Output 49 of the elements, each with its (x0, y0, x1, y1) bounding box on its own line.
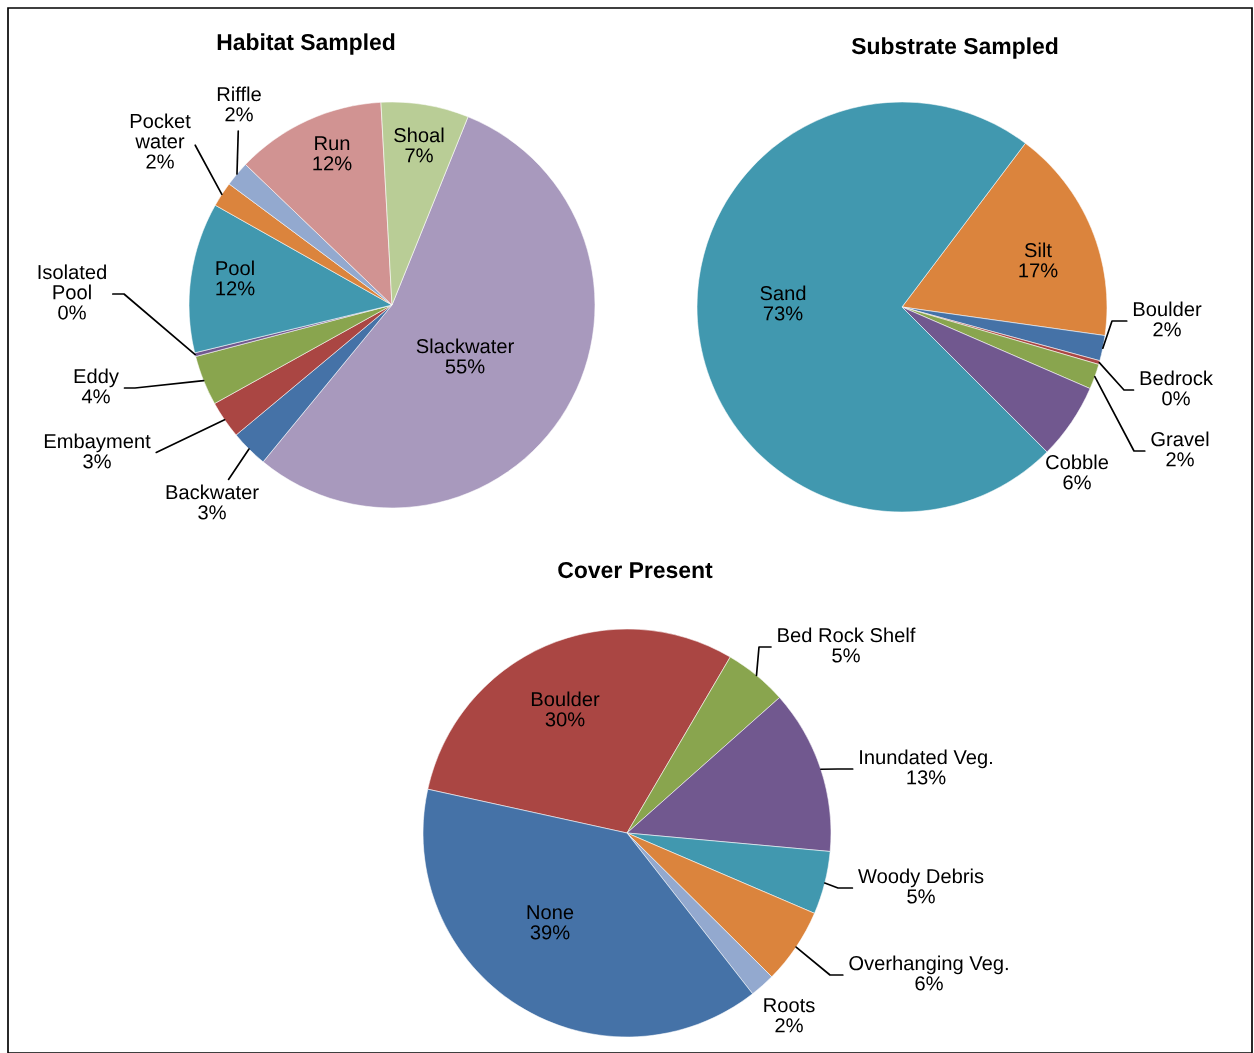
data-label: 30% (545, 712, 585, 727)
data-label: 13% (907, 770, 946, 785)
slice-label: Bedrock (1140, 370, 1213, 386)
data-label: 3% (83, 454, 111, 469)
slice-label: Run (315, 136, 350, 151)
data-label: 6% (1063, 475, 1091, 490)
data-label: 2% (225, 107, 253, 122)
slice-label: Boulder (531, 691, 600, 707)
slice-label: None (527, 905, 574, 920)
slice-label: Eddy (74, 368, 119, 388)
data-label: 3% (198, 505, 226, 520)
data-label: 17% (1019, 263, 1058, 278)
slice-label: Pool (216, 260, 254, 276)
slice-label: Isolated Pool (38, 264, 106, 300)
chart-title: Habitat Sampled (217, 33, 395, 55)
data-label: 0% (58, 305, 86, 320)
chart-title: Cover Present (558, 561, 713, 579)
data-label: 55% (445, 359, 485, 374)
slice-label: Backwater (166, 484, 259, 500)
slice-label: Shoal (394, 127, 444, 143)
slice-label: Overhanging Veg. (849, 955, 1008, 975)
slice-label: Embayment (44, 433, 151, 453)
slice-label: Gravel (1151, 431, 1209, 447)
data-label: 0% (1162, 391, 1190, 406)
data-label: 2% (775, 1018, 803, 1033)
slice-label: Boulder (1133, 301, 1202, 317)
slice-label: Sand (760, 285, 806, 301)
slice-label: Cobble (1046, 454, 1109, 470)
data-label: 39% (530, 925, 570, 940)
chart-title: Substrate Sampled (851, 37, 1058, 59)
data-label: 2% (146, 154, 174, 169)
slice-label: Silt (1024, 242, 1052, 258)
data-label: 5% (832, 648, 860, 663)
data-label: 12% (313, 156, 352, 171)
data-label: 2% (1153, 322, 1181, 337)
slice-label: Riffle (217, 86, 261, 102)
data-label: 7% (405, 148, 433, 163)
slice-label: Woody Debris (858, 868, 984, 888)
data-label: 73% (763, 306, 803, 321)
slice-label: Inundated Veg. (860, 749, 992, 769)
data-label: 5% (907, 889, 935, 904)
slice-label: Pocket water (130, 113, 191, 149)
data-label: 12% (216, 281, 255, 296)
slice-label: Bed Rock Shelf (778, 627, 916, 643)
slice-label: Slackwater (416, 338, 514, 354)
slice-label: Roots (764, 998, 815, 1013)
data-label: 6% (915, 976, 943, 991)
data-label: 2% (1166, 452, 1194, 467)
data-label: 4% (81, 389, 110, 404)
